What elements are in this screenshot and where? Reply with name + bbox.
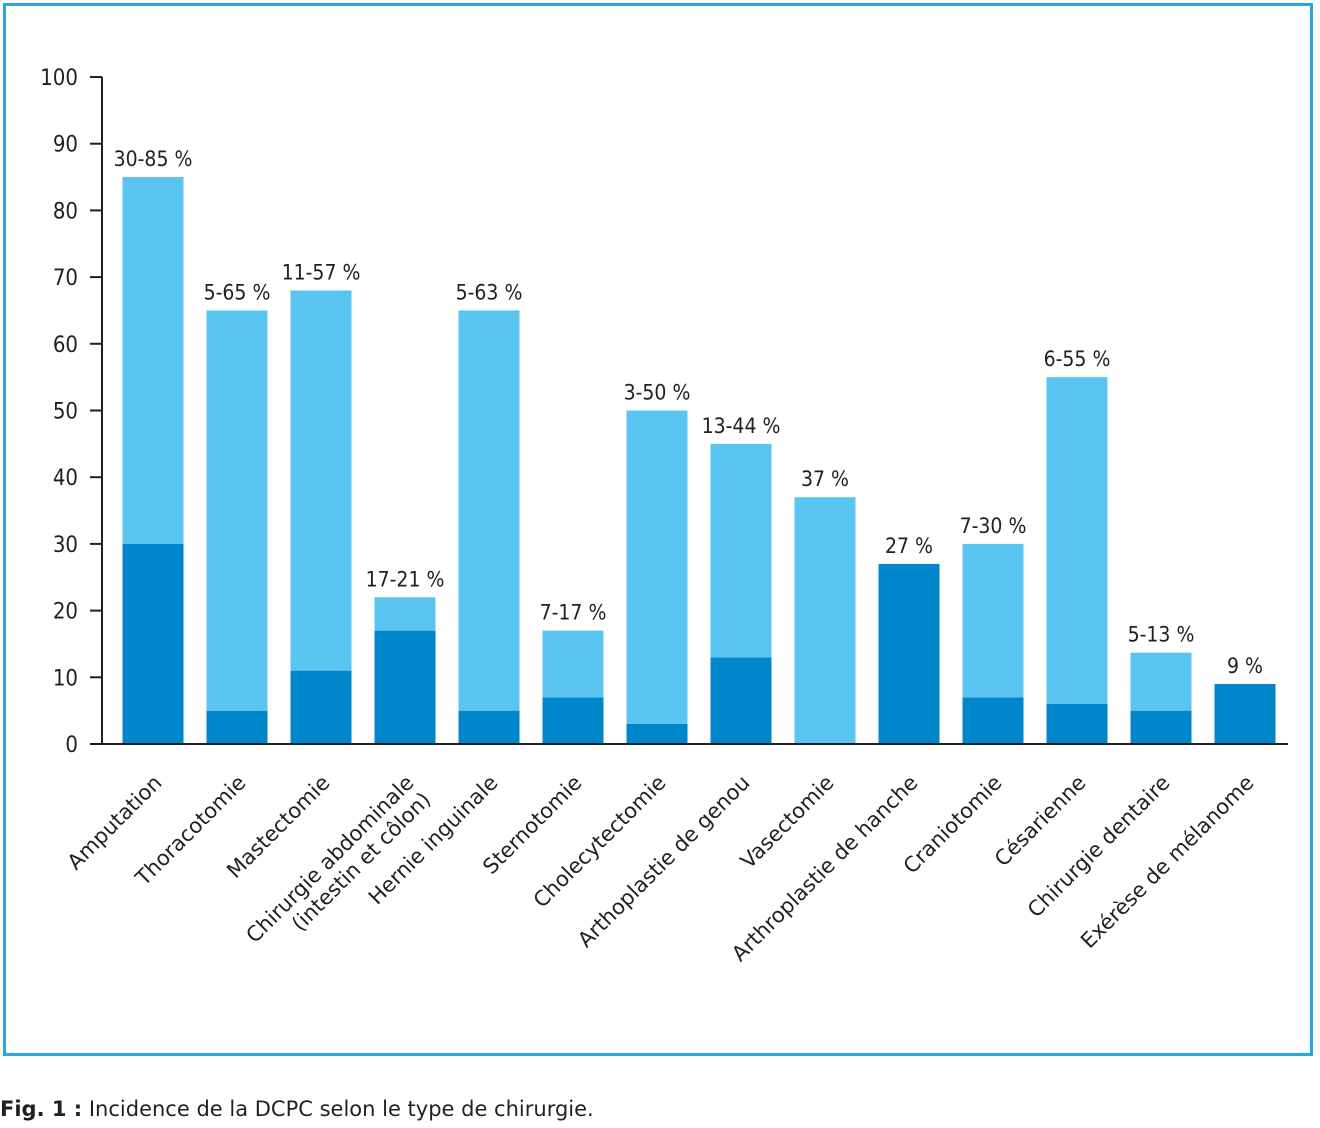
- bar-segment-low: [1214, 683, 1276, 744]
- bar-segment-high: [374, 597, 436, 631]
- bar-segment-low: [206, 710, 268, 744]
- y-tick-label: 70: [53, 266, 78, 291]
- bar-segment-high: [1046, 377, 1108, 704]
- caption-text: Incidence de la DCPC selon le type de ch…: [82, 1097, 594, 1121]
- y-tick-label: 50: [53, 400, 78, 425]
- bar-segment-low: [374, 630, 436, 744]
- bar-segment-high: [626, 410, 688, 724]
- data-label: 5-13 %: [1128, 623, 1195, 647]
- bar-segment-low: [878, 563, 940, 744]
- y-tick-label: 100: [40, 66, 78, 91]
- data-label: 5-65 %: [204, 280, 271, 304]
- data-label: 5-63 %: [456, 280, 523, 304]
- data-label: 11-57 %: [282, 260, 361, 284]
- x-category-label: Arthoplastie de genou: [573, 771, 754, 952]
- caption-prefix: Fig. 1 :: [0, 1097, 83, 1121]
- y-tick-label: 60: [53, 333, 78, 358]
- bar-segment-high: [290, 290, 352, 671]
- data-label: 30-85 %: [114, 147, 193, 171]
- bar-segment-low: [1046, 703, 1108, 744]
- bar-segment-high: [710, 443, 772, 658]
- category-labels: AmputationThoracotomieMastectomieChirurg…: [63, 771, 1259, 966]
- data-label: 9 %: [1227, 654, 1263, 678]
- y-tick-label: 10: [53, 666, 78, 691]
- y-tick-label: 40: [53, 466, 78, 491]
- bar-segment-high: [542, 630, 604, 698]
- data-label: 3-50 %: [624, 381, 691, 405]
- bar-segment-high: [1130, 652, 1192, 711]
- bar-segment-high: [458, 310, 520, 711]
- y-axis: 0 10 20 30 40 50 60 70 80 90 100: [40, 66, 103, 758]
- figure-caption: Fig. 1 : Incidence de la DCPC selon le t…: [0, 1097, 594, 1121]
- data-label: 7-17 %: [540, 601, 607, 625]
- bar-segment-low: [458, 710, 520, 744]
- x-category-label: Chirurgie dentaire: [1023, 771, 1175, 923]
- bar-segment-high: [962, 543, 1024, 698]
- bars: [122, 177, 1276, 744]
- y-tick-label: 0: [65, 733, 78, 758]
- bar-chart: 0 10 20 30 40 50 60 70 80 90 100 30-85 % 5-65 % 11-5…: [40, 66, 1288, 966]
- y-tick-label: 80: [53, 199, 78, 224]
- bar-segment-low: [542, 697, 604, 744]
- data-label: 7-30 %: [960, 514, 1027, 538]
- data-label: 13-44 %: [702, 414, 781, 438]
- x-category-label: Exérèse de mélanome: [1076, 771, 1259, 954]
- data-label: 6-55 %: [1044, 347, 1111, 371]
- bar-segment-high: [206, 310, 268, 711]
- data-label: 37 %: [801, 467, 849, 491]
- y-tick-label: 30: [53, 533, 78, 558]
- bar-segment-low: [710, 657, 772, 744]
- bar-segment-low: [122, 543, 184, 744]
- bar-segment-high: [794, 497, 856, 744]
- data-label: 17-21 %: [366, 567, 445, 591]
- y-tick-label: 20: [53, 600, 78, 625]
- data-label: 27 %: [885, 534, 933, 558]
- bar-segment-low: [962, 697, 1024, 744]
- bar-segment-high: [122, 177, 184, 544]
- bar-segment-low: [1130, 710, 1192, 744]
- figure-frame: 0 10 20 30 40 50 60 70 80 90 100 30-85 % 5-65 % 11-5…: [3, 3, 1313, 1056]
- y-tick-label: 90: [53, 133, 78, 158]
- bar-segment-low: [290, 670, 352, 744]
- bar-segment-low: [626, 723, 688, 744]
- data-labels: 30-85 % 5-65 % 11-57 % 17-21 % 5-63 % 7-17 % 3…: [114, 147, 1263, 678]
